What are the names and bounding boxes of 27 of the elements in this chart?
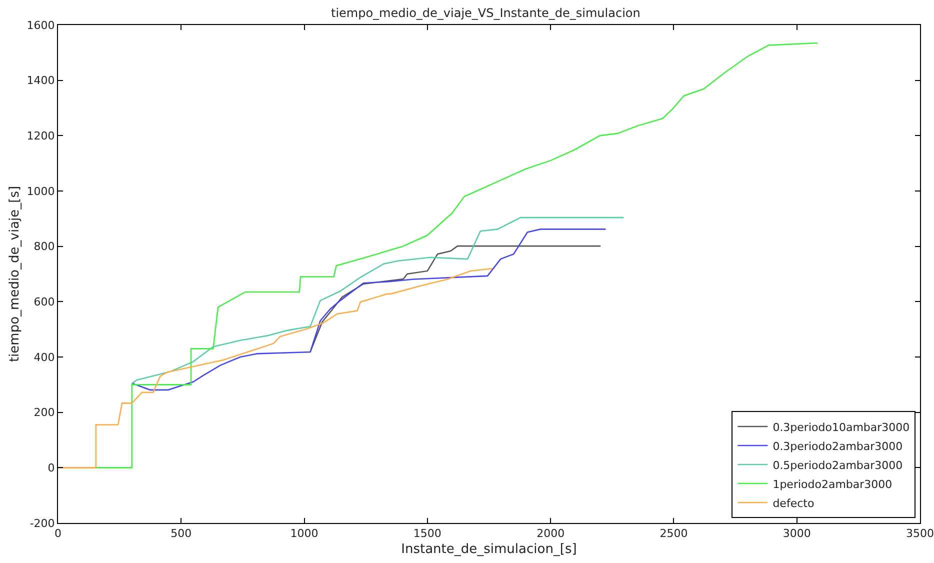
line-series — [310, 245, 602, 353]
y-tick-label: 0 — [48, 462, 55, 475]
legend-label: 0.5periodo2ambar3000 — [772, 458, 903, 472]
y-tick-label: 600 — [34, 296, 55, 309]
line-series — [58, 268, 494, 468]
y-tick-label: 200 — [34, 406, 55, 420]
legend-label: 1periodo2ambar3000 — [772, 478, 892, 491]
x-tick-label: 2500 — [660, 527, 688, 540]
y-tick-label: 1600 — [26, 18, 55, 32]
x-axis-title: Instante_de_simulacion_[s] — [401, 542, 577, 557]
y-tick-label: 800 — [34, 240, 55, 254]
x-tick-label: 2000 — [536, 527, 565, 540]
y-tick-label: 1200 — [26, 130, 55, 143]
x-tick-label: 1500 — [413, 527, 442, 540]
y-tick-label: 400 — [34, 350, 55, 364]
y-tick-label: -200 — [30, 516, 55, 530]
y-tick-label: 1000 — [26, 184, 55, 198]
legend-label: defecto — [772, 496, 814, 510]
legend-label: 0.3periodo2ambar3000 — [772, 440, 903, 453]
legend-label: 0.3periodo10ambar3000 — [772, 420, 910, 434]
x-tick-label: 1000 — [290, 527, 318, 540]
x-tick-label: 500 — [170, 527, 192, 540]
chart-title: tiempo_medio_de_viaje_VS_Instante_de_simulacion — [330, 6, 640, 20]
y-tick-label: 1400 — [26, 74, 55, 88]
x-tick-label: 3500 — [906, 527, 934, 540]
y-axis-title: tiempo_medio_de_viaje_[s] — [8, 186, 23, 362]
x-tick-label: 3000 — [782, 527, 811, 540]
